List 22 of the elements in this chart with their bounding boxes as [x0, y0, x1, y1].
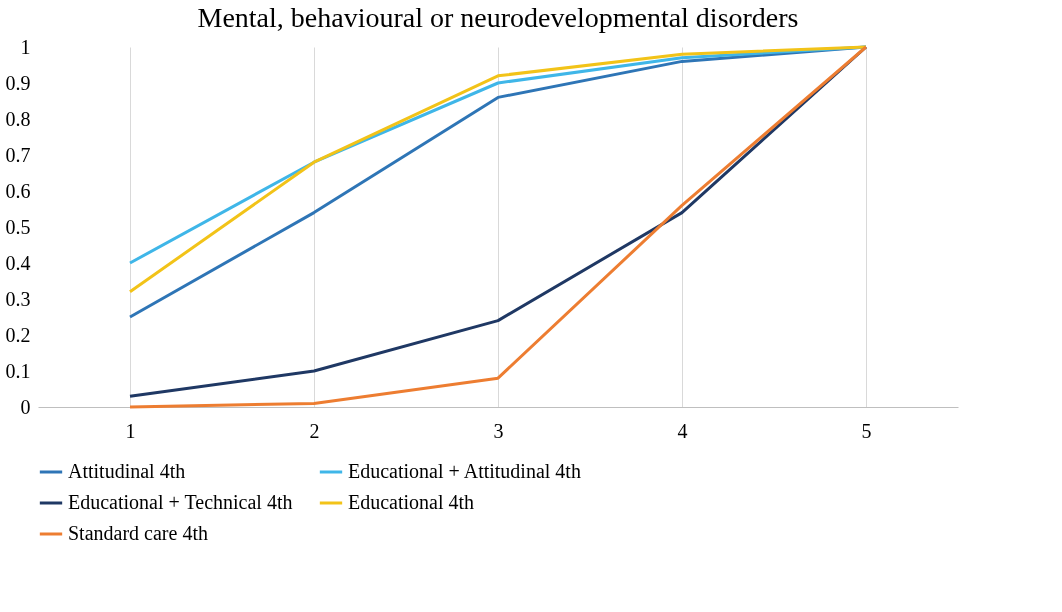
y-tick-label: 0.7 [5, 143, 31, 166]
y-tick-label: 0 [20, 395, 31, 418]
y-tick-label: 0.5 [5, 215, 31, 238]
y-tick-label: 0.3 [5, 287, 31, 310]
legend-label: Educational + Attitudinal 4th [348, 460, 581, 482]
x-tick-label: 4 [677, 419, 688, 442]
legend-label: Educational + Technical 4th [68, 491, 293, 513]
x-tick-label: 1 [125, 419, 136, 442]
legend-label: Educational 4th [348, 491, 475, 513]
y-tick-label: 0.6 [5, 179, 31, 202]
y-tick-label: 0.8 [5, 107, 31, 130]
y-tick-label: 0.2 [5, 323, 31, 346]
legend-label: Attitudinal 4th [68, 460, 186, 482]
x-tick-label: 3 [493, 419, 504, 442]
y-tick-label: 1 [20, 35, 31, 58]
y-tick-label: 0.4 [5, 251, 31, 274]
y-tick-label: 0.1 [5, 359, 31, 382]
x-tick-label: 2 [309, 419, 320, 442]
chart-title: Mental, behavioural or neurodevelopmental disorders [197, 2, 799, 33]
legend-label: Standard care 4th [68, 522, 208, 544]
x-tick-label: 5 [861, 419, 872, 442]
y-tick-label: 0.9 [5, 71, 31, 94]
